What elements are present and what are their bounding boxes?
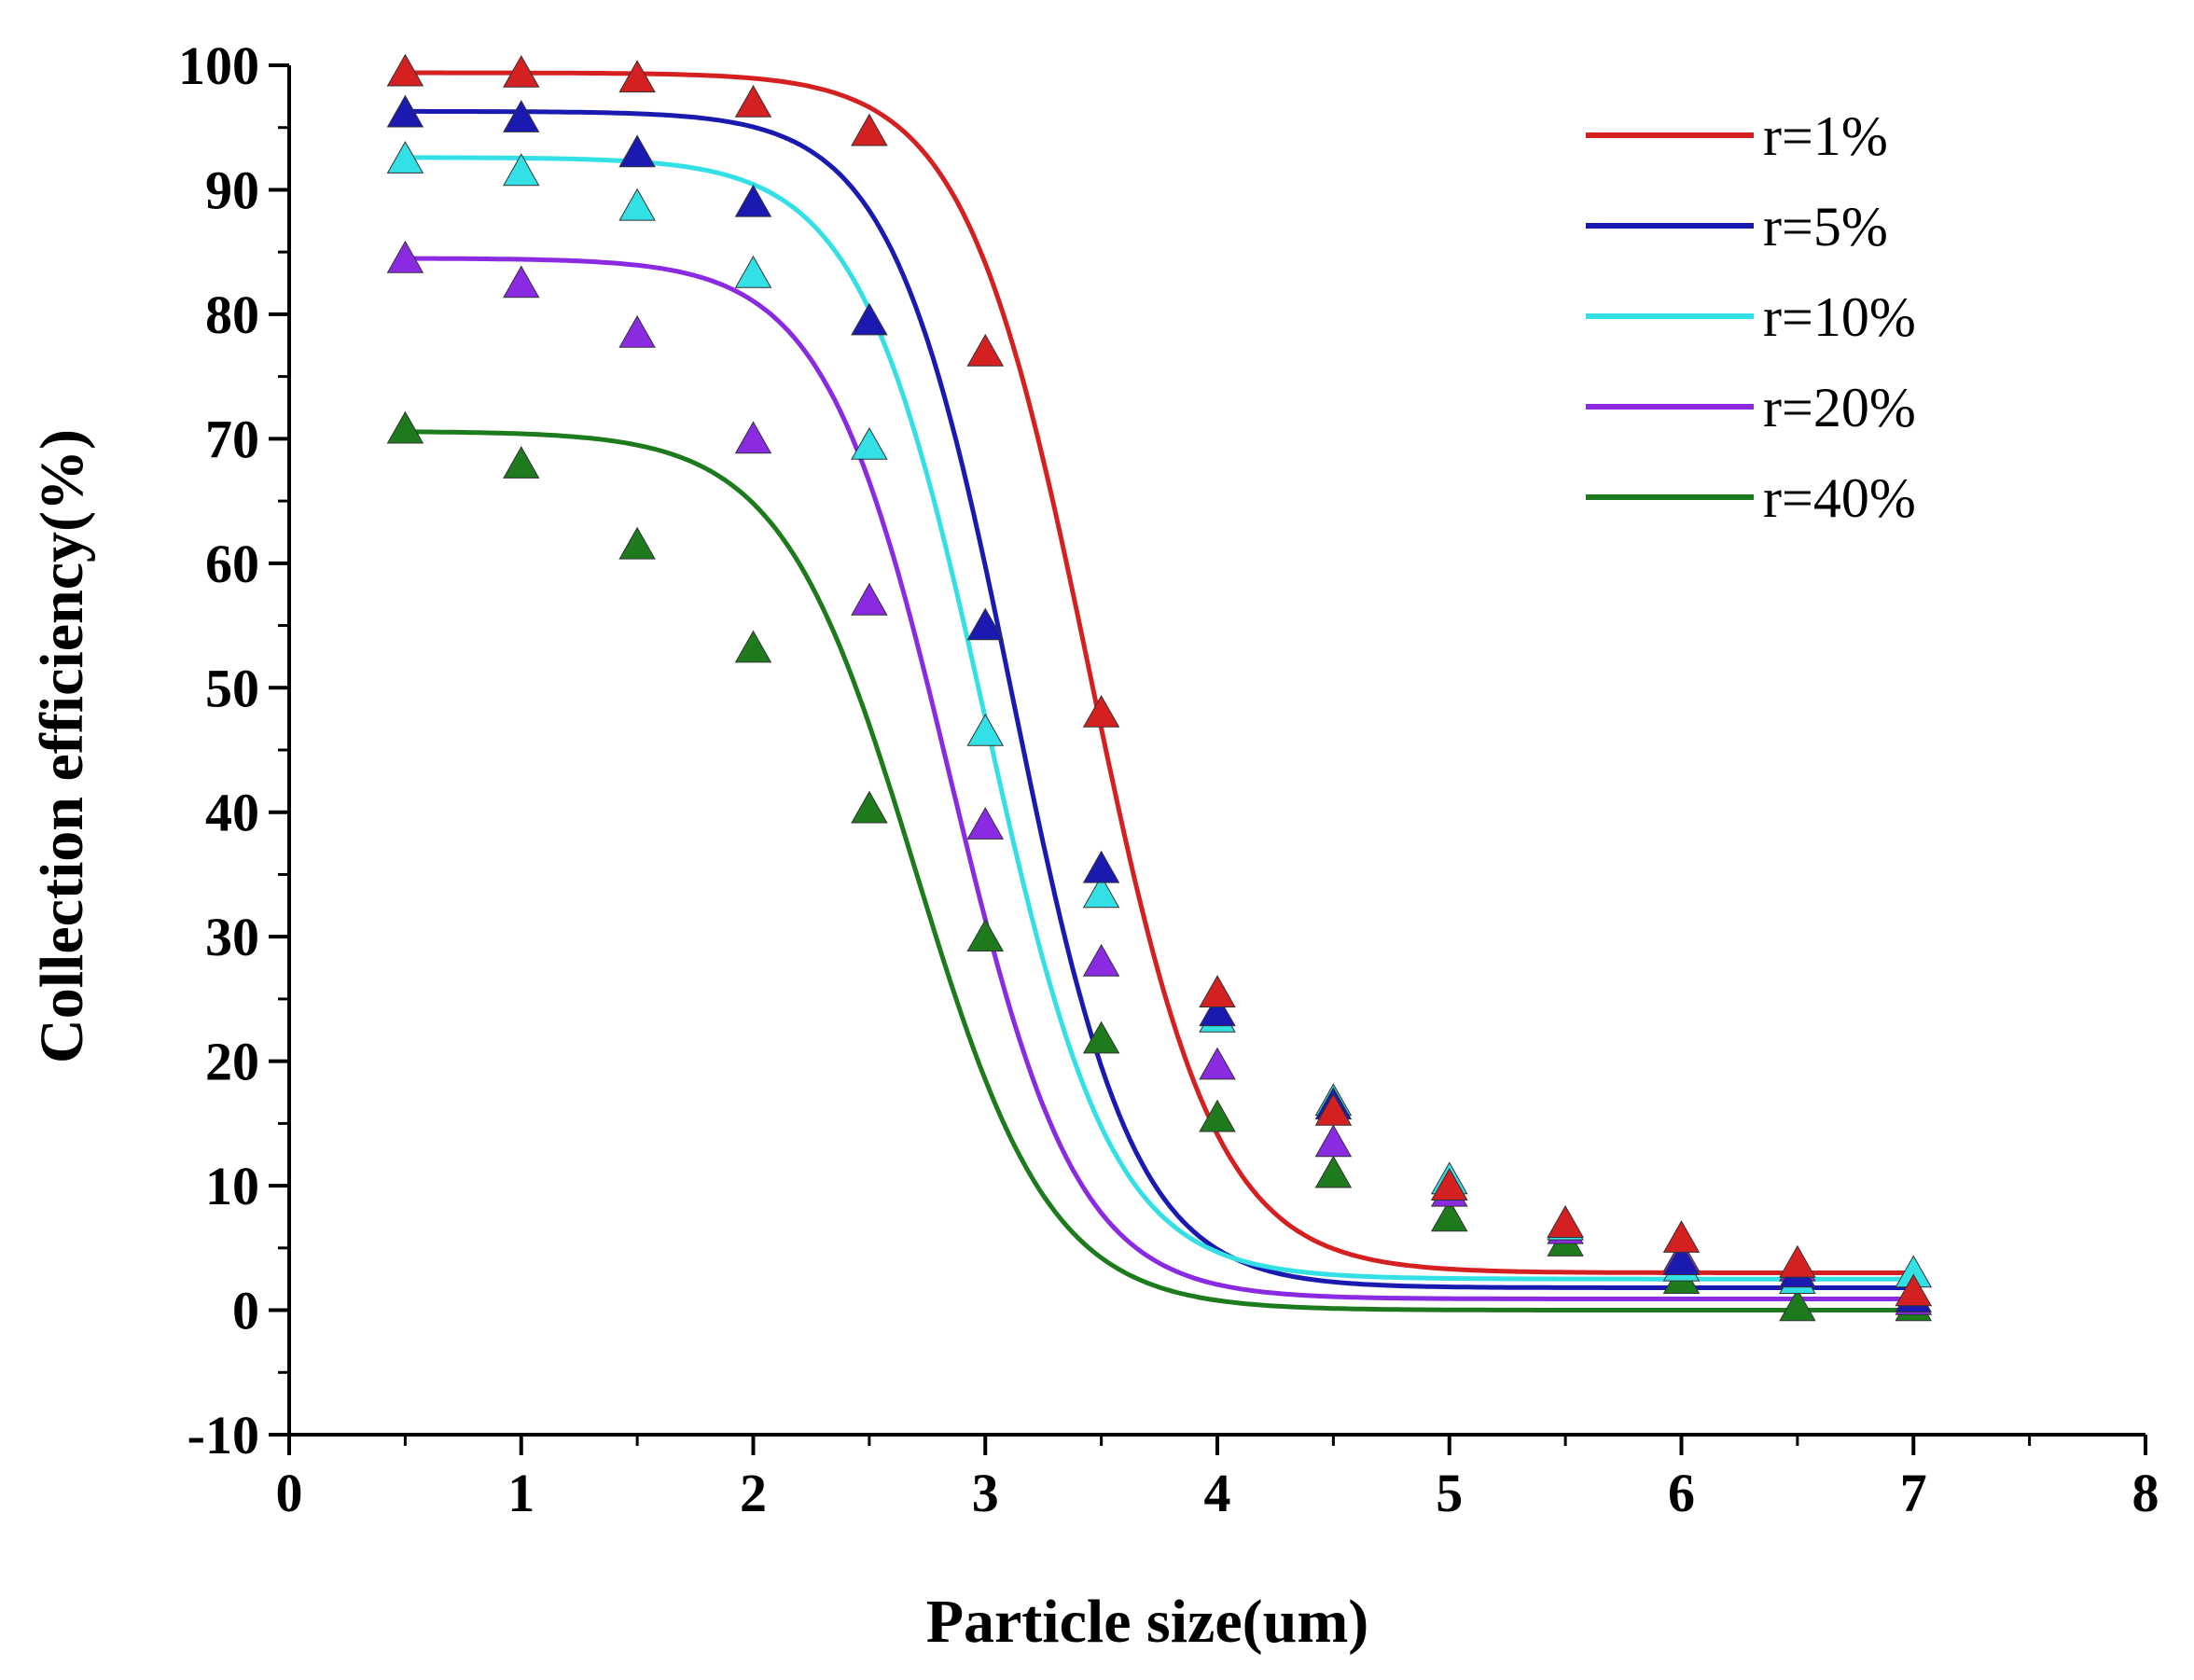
x-tick-label: 4 [1204,1463,1231,1523]
y-tick-label: 40 [205,783,259,843]
data-point-r=20% [503,265,540,299]
data-point-r=1% [386,53,424,87]
data-point-r=5% [734,184,772,217]
data-point-r=5% [1199,993,1236,1027]
data-point-r=1% [1314,1092,1353,1126]
data-point-r=1% [734,84,772,118]
y-tick-label: 0 [232,1281,259,1341]
legend: r=1% r=5% r=10% r=20% r=40% [1586,105,1916,529]
x-axis-title: Particle size(um) [926,1588,1369,1656]
data-point-r=40% [851,790,888,824]
data-point-r=5% [1082,850,1120,883]
data-point-r=40% [618,526,656,560]
data-point-r=10% [386,141,424,174]
fit-curve-r=1% [405,70,1914,1275]
data-point-r=5% [503,100,540,132]
fit-curve-r=10% [405,155,1914,1282]
fit-curve-r=5% [405,108,1914,1290]
x-tick-label: 3 [972,1463,999,1523]
legend-label: r=20% [1763,377,1916,438]
data-point-r=10% [734,255,772,288]
data-point-r=40% [503,446,540,479]
data-point-r=1% [1779,1244,1816,1278]
data-point-r=10% [503,153,540,187]
legend-label: r=5% [1763,196,1888,257]
data-point-r=1% [1662,1220,1701,1253]
data-point-r=40% [1199,1099,1236,1132]
legend-label: r=1% [1763,105,1888,167]
data-point-r=1% [1895,1273,1933,1307]
y-tick-label: 10 [205,1156,259,1216]
y-axis-ticks: -10 0 10 20 30 40 50 60 70 80 90 100 [178,35,289,1465]
y-tick-label: 70 [205,409,259,469]
y-tick-label: 30 [205,907,259,967]
data-point-r=20% [1082,943,1120,977]
data-point-r=10% [1082,875,1120,909]
data-point-r=40% [966,919,1005,951]
y-tick-label: 50 [205,658,259,718]
data-point-r=1% [618,60,656,93]
data-point-r=1% [966,333,1005,367]
data-point-r=1% [851,113,888,146]
data-point-r=1% [1547,1205,1584,1238]
y-tick-label: 20 [205,1032,259,1092]
legend-label: r=10% [1763,286,1916,348]
y-tick-label: 60 [205,534,259,594]
x-axis-ticks: 0 1 2 3 4 5 6 7 8 [276,1435,2159,1523]
x-tick-label: 8 [2132,1463,2159,1523]
data-point-r=10% [618,187,656,221]
x-tick-label: 6 [1668,1463,1695,1523]
data-point-r=40% [734,630,772,663]
data-point-r=10% [966,713,1005,746]
data-point-r=5% [966,607,1005,641]
data-point-r=1% [1082,694,1120,728]
x-tick-label: 1 [507,1463,535,1523]
data-point-r=40% [1314,1155,1353,1188]
data-points [386,53,1933,1322]
data-point-r=20% [1199,1047,1236,1080]
data-point-r=20% [734,421,772,454]
data-point-r=5% [1662,1243,1701,1275]
data-point-r=1% [1430,1168,1468,1201]
data-point-r=40% [1779,1288,1816,1322]
y-axis-title: Collection efficiency(%) [28,429,96,1063]
y-tick-label: -10 [187,1405,259,1465]
data-point-r=5% [618,134,656,168]
x-tick-label: 7 [1900,1463,1927,1523]
data-point-r=40% [1430,1199,1468,1232]
data-point-r=20% [1314,1124,1353,1158]
fit-curve-r=20% [405,256,1914,1301]
data-point-r=20% [851,582,888,616]
fit-curve-r=40% [405,429,1914,1312]
fit-curves [405,70,1914,1312]
x-tick-label: 5 [1436,1463,1463,1523]
data-point-r=20% [386,240,424,273]
data-point-r=20% [618,314,656,348]
data-point-r=1% [503,54,540,88]
y-tick-label: 90 [205,160,259,220]
y-tick-label: 100 [178,35,259,96]
data-point-r=40% [386,410,424,444]
data-point-r=10% [851,426,888,460]
y-tick-label: 80 [205,285,259,345]
data-point-r=1% [1199,975,1236,1007]
data-point-r=5% [851,302,888,336]
x-tick-label: 2 [740,1463,767,1523]
x-tick-label: 0 [276,1463,303,1523]
axes [287,65,2145,1437]
legend-label: r=40% [1763,467,1916,529]
data-point-r=40% [1082,1020,1120,1054]
data-point-r=20% [966,807,1005,840]
data-point-r=5% [386,94,424,128]
